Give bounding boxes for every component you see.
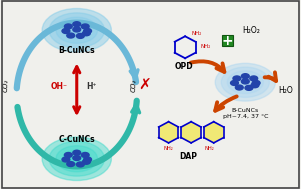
Circle shape	[70, 154, 84, 163]
Text: OPD: OPD	[174, 62, 193, 71]
Circle shape	[42, 137, 111, 180]
Circle shape	[82, 31, 90, 36]
Circle shape	[63, 150, 91, 167]
Text: B-CuNCs: B-CuNCs	[58, 46, 95, 55]
Circle shape	[73, 22, 81, 27]
Polygon shape	[181, 122, 201, 143]
Circle shape	[49, 141, 104, 176]
Text: OH⁻: OH⁻	[51, 82, 68, 91]
Circle shape	[76, 33, 84, 38]
FancyBboxPatch shape	[222, 35, 233, 46]
Circle shape	[56, 146, 98, 172]
Text: NH₂: NH₂	[192, 31, 202, 36]
Circle shape	[70, 26, 84, 35]
Circle shape	[250, 76, 258, 81]
Circle shape	[241, 74, 249, 79]
Circle shape	[239, 78, 251, 86]
Circle shape	[84, 29, 92, 33]
Text: H₂O: H₂O	[278, 86, 293, 95]
Text: H₂O₂: H₂O₂	[242, 26, 260, 35]
Circle shape	[251, 83, 259, 88]
Text: CO₂: CO₂	[131, 78, 137, 92]
Circle shape	[76, 162, 84, 167]
Text: B-CuNCs
pH~7.4, 37 °C: B-CuNCs pH~7.4, 37 °C	[222, 108, 268, 119]
Circle shape	[73, 156, 81, 160]
Circle shape	[231, 81, 238, 85]
Circle shape	[64, 24, 72, 29]
Circle shape	[67, 162, 75, 167]
Circle shape	[227, 71, 263, 94]
Circle shape	[62, 157, 70, 162]
Polygon shape	[159, 122, 178, 143]
Circle shape	[67, 33, 75, 38]
Circle shape	[81, 24, 89, 29]
Text: H⁺: H⁺	[86, 82, 96, 91]
Text: NH₂: NH₂	[164, 146, 173, 151]
Circle shape	[245, 85, 253, 90]
Circle shape	[215, 63, 275, 101]
Text: CO₂: CO₂	[3, 78, 9, 92]
Circle shape	[63, 22, 91, 39]
Circle shape	[42, 9, 111, 52]
Circle shape	[241, 79, 249, 84]
Circle shape	[62, 29, 70, 33]
Circle shape	[235, 85, 243, 90]
Circle shape	[73, 150, 81, 155]
Circle shape	[233, 75, 257, 90]
Circle shape	[84, 157, 92, 162]
Circle shape	[82, 159, 90, 164]
Text: C-CuNCs: C-CuNCs	[58, 135, 95, 144]
Circle shape	[221, 67, 269, 97]
Circle shape	[64, 153, 72, 157]
Text: ✗: ✗	[138, 77, 151, 93]
Circle shape	[49, 13, 104, 48]
Circle shape	[56, 17, 98, 43]
Circle shape	[81, 153, 89, 157]
Circle shape	[233, 76, 241, 81]
Polygon shape	[204, 122, 224, 143]
Text: NH₂: NH₂	[200, 44, 210, 49]
Text: +: +	[222, 34, 233, 48]
Circle shape	[252, 81, 260, 85]
Text: DAP: DAP	[179, 152, 197, 161]
Text: NH₂: NH₂	[204, 146, 214, 151]
Circle shape	[73, 27, 81, 32]
